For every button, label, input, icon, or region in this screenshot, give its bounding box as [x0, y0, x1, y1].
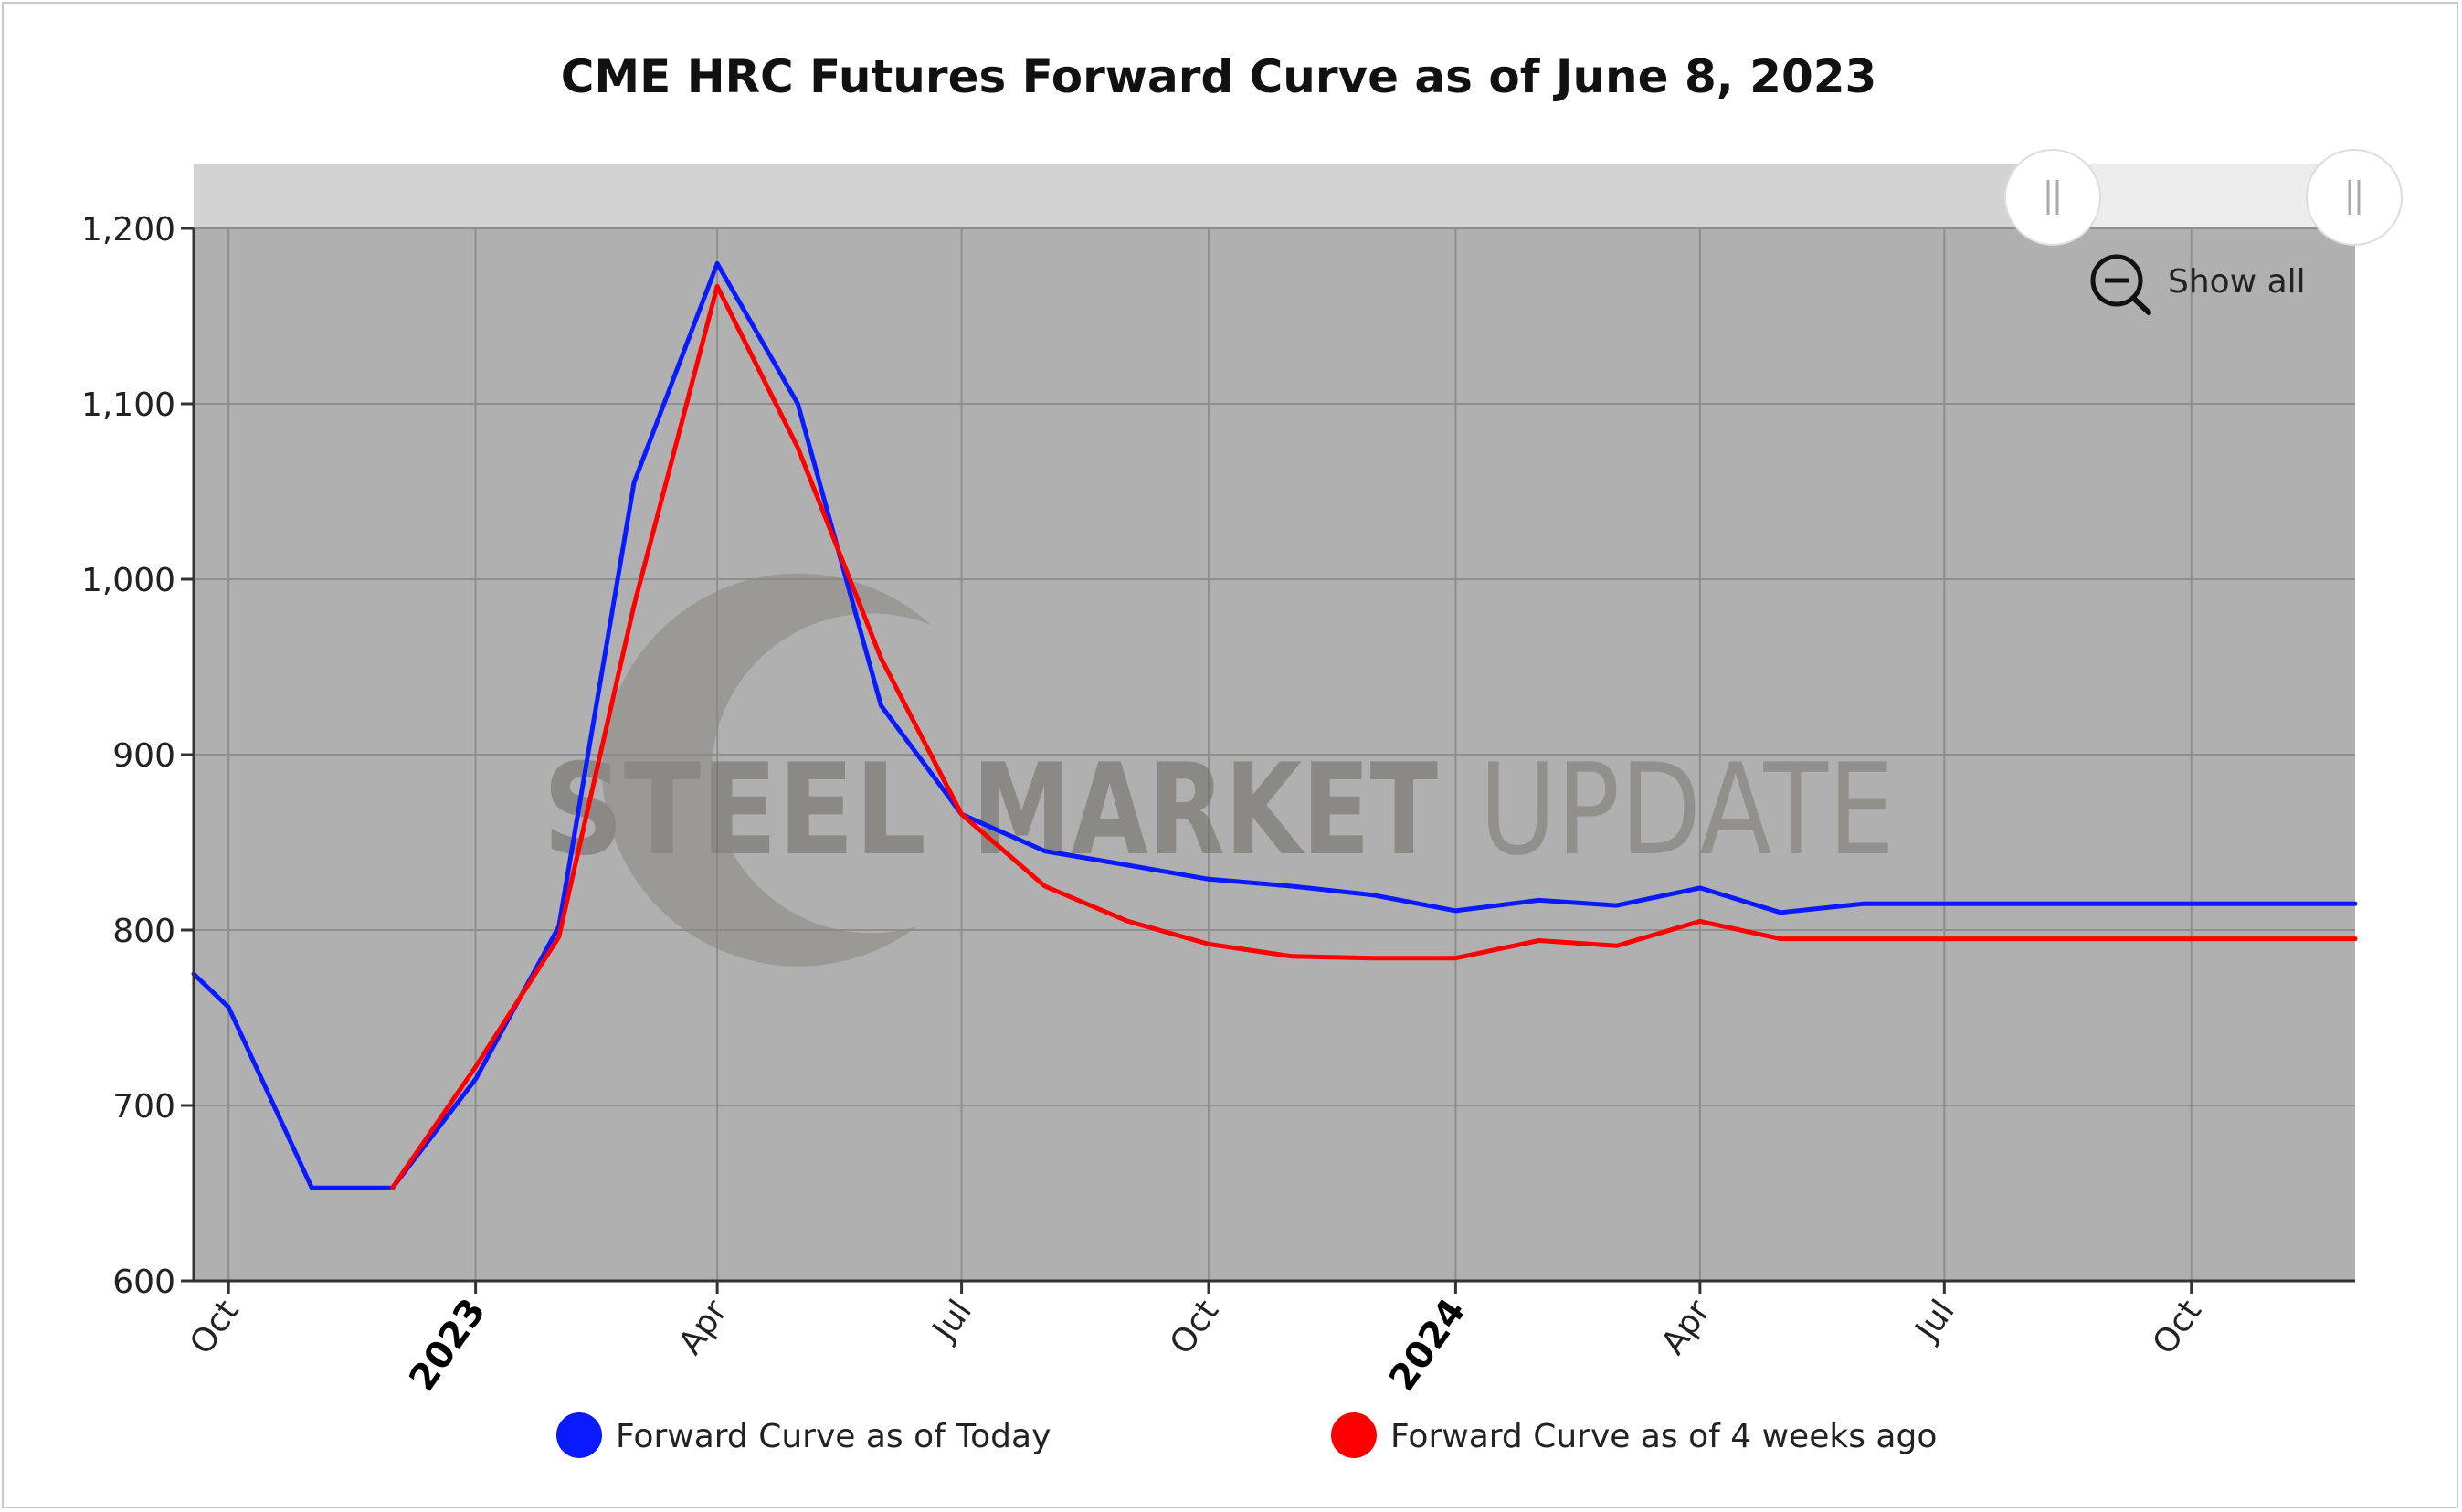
y-tick-label: 900	[112, 737, 175, 775]
watermark-word-steel: STEEL	[543, 736, 926, 883]
watermark-word-market: MARKET	[972, 736, 1438, 883]
show-all-button[interactable]: Show all	[2090, 254, 2306, 315]
legend: Forward Curve as of Today Forward Curve a…	[556, 1412, 1937, 1458]
y-tick-label: 700	[112, 1088, 175, 1126]
zoom-out-icon	[2090, 254, 2143, 307]
y-tick-label: 600	[112, 1264, 175, 1301]
x-tick-label: Oct	[183, 1294, 246, 1362]
series-line-4-weeks-ago	[390, 283, 2358, 1190]
legend-label: Forward Curve as of 4 weeks ago	[1390, 1418, 1937, 1455]
range-scrollbar-track[interactable]	[194, 164, 2355, 228]
forward-curve-chart: CME HRC Futures Forward Curve as of June…	[81, 50, 2403, 1458]
x-tick-label: 2024	[1381, 1291, 1474, 1399]
x-tick-label: Jul	[925, 1294, 979, 1349]
range-handle-left[interactable]	[2004, 149, 2101, 246]
legend-marker	[556, 1412, 602, 1458]
x-axis-ticks: Oct 2023 Apr Jul Oct 2024 Apr Jul Oct	[183, 1281, 2209, 1399]
y-tick-label: 1,100	[81, 386, 175, 424]
show-all-label: Show all	[2168, 263, 2306, 301]
y-tick-label: 1,000	[81, 562, 175, 599]
legend-label: Forward Curve as of Today	[616, 1418, 1051, 1455]
zoom-out-icon-handle	[2130, 295, 2151, 315]
y-axis-ticks: 600 700 800 900 1,000 1,100 1,200	[81, 211, 194, 1301]
range-handle-right-knob[interactable]	[2306, 149, 2403, 246]
steel-market-update-watermark: STEEL MARKET UPDATE	[543, 573, 1895, 967]
x-tick-label: Jul	[1907, 1294, 1962, 1349]
x-tick-label: 2023	[401, 1291, 494, 1399]
watermark-crescent	[602, 573, 931, 967]
range-scrollbar-window[interactable]	[2051, 164, 2352, 228]
legend-item[interactable]: Forward Curve as of Today	[556, 1412, 1051, 1458]
legend-marker	[1331, 1412, 1377, 1458]
legend-item[interactable]: Forward Curve as of 4 weeks ago	[1331, 1412, 1937, 1458]
series-lines	[191, 260, 2358, 1190]
x-tick-label: Apr	[671, 1293, 734, 1361]
range-handle-left-knob[interactable]	[2004, 149, 2101, 246]
range-handle-right[interactable]	[2306, 149, 2403, 246]
x-tick-label: Oct	[1163, 1294, 1226, 1362]
x-tick-label: Oct	[2146, 1294, 2209, 1362]
chart-title: CME HRC Futures Forward Curve as of June…	[561, 50, 1877, 103]
y-tick-label: 800	[112, 913, 175, 950]
gridlines	[194, 227, 2355, 1282]
watermark-word-update: UPDATE	[1479, 736, 1895, 883]
y-tick-label: 1,200	[81, 211, 175, 248]
x-tick-label: Apr	[1654, 1293, 1717, 1361]
